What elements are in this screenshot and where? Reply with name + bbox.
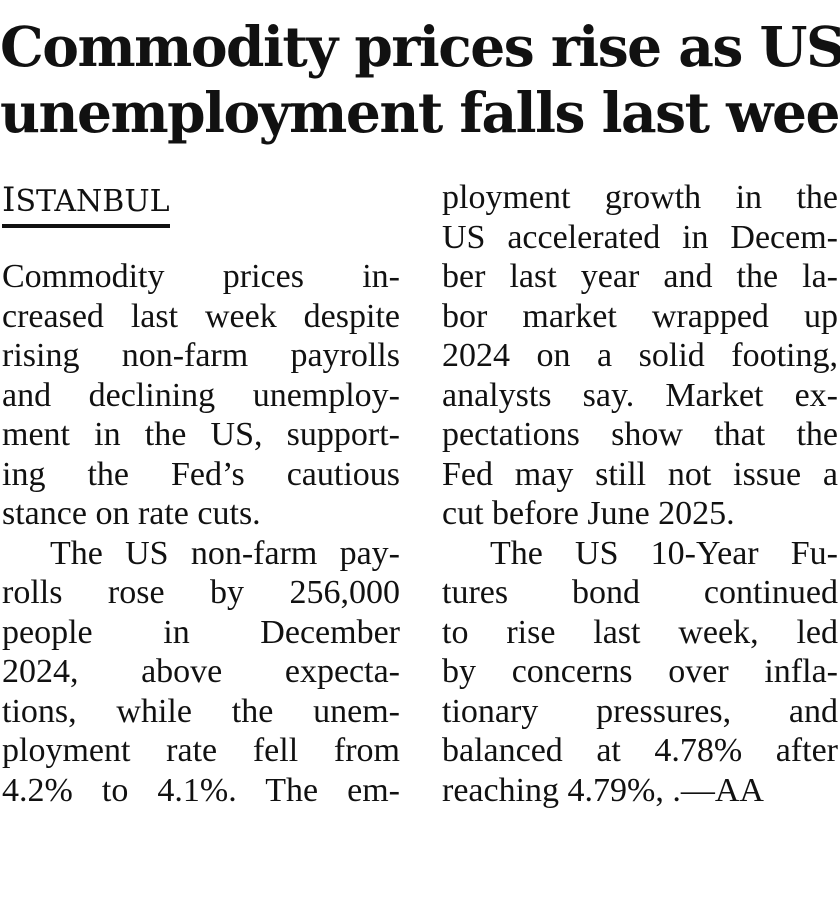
body-line: by concerns over infla- <box>442 653 838 690</box>
dateline-rest: STANBUL <box>15 184 170 219</box>
headline-line: unemployment falls last week <box>0 80 840 145</box>
body-line: ployment rate fell from <box>2 732 400 769</box>
headline-line: Commodity prices rise as US <box>0 14 840 79</box>
body-line: tionary pressures, and <box>442 692 838 730</box>
body-line: rising non-farm payrolls <box>2 337 400 374</box>
body-line: 4.2% to 4.1%. The em- <box>2 771 400 809</box>
body-line: ber last year and the la- <box>442 258 838 295</box>
body-line: and declining unemploy- <box>2 376 400 414</box>
body-line: US accelerated in Decem- <box>442 218 838 256</box>
body-line: reaching 4.79%, .—AA <box>442 771 764 809</box>
body-line: tions, while the unem- <box>2 692 400 730</box>
dateline: ISTANBUL <box>2 180 170 228</box>
body-line: bor market wrapped up <box>442 297 838 335</box>
body-line: Fed may still not issue a <box>442 455 838 493</box>
body-line: stance on rate cuts. <box>2 495 261 532</box>
body-line: tures bond continued <box>442 574 838 611</box>
body-line: ing the Fed’s cautious <box>2 455 400 493</box>
article-headline: Commodity prices rise as US unemployment… <box>0 14 840 146</box>
body-line: to rise last week, led <box>442 613 838 651</box>
body-line: ployment growth in the <box>442 179 838 216</box>
body-line: 2024, above expecta- <box>2 653 400 690</box>
article-column-right: ployment growth in the US accelerated in… <box>442 178 838 810</box>
dateline-initial: I <box>2 180 16 220</box>
body-line: cut before June 2025. <box>442 495 735 532</box>
body-line: analysts say. Market ex- <box>442 376 838 414</box>
body-line: Commodity prices in- <box>2 258 400 295</box>
body-line: The US non-farm pay- <box>50 534 400 572</box>
article-column-left: Commodity prices in- creased last week d… <box>2 257 400 810</box>
body-line: rolls rose by 256,000 <box>2 574 400 611</box>
body-line: balanced at 4.78% after <box>442 732 838 769</box>
body-line: pectations show that the <box>442 416 838 453</box>
body-line: The US 10-Year Fu- <box>490 534 838 572</box>
body-line: creased last week despite <box>2 297 400 335</box>
body-line: people in December <box>2 613 400 651</box>
body-line: 2024 on a solid footing, <box>442 337 838 374</box>
body-line: ment in the US, support- <box>2 416 400 453</box>
